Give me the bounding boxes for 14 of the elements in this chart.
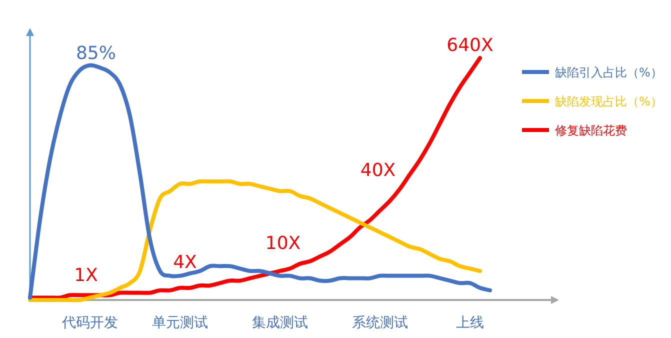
legend-label: 缺陷发现占比（%） — [555, 94, 662, 108]
text: 640X — [446, 35, 494, 56]
x-tick-label: 单元测试 — [152, 315, 208, 331]
x-tick-label: 集成测试 — [252, 315, 308, 331]
annotation: 4X — [173, 252, 197, 273]
annotation: 10X — [265, 233, 301, 254]
annotation: 40X — [360, 160, 396, 181]
x-tick-label: 系统测试 — [352, 315, 408, 331]
legend-label: 修复缺陷花费 — [555, 124, 627, 138]
annotation: 1X — [74, 265, 98, 286]
x-tick-label: 上线 — [456, 315, 484, 331]
x-tick-label: 代码开发 — [61, 315, 118, 331]
annotation: 85% — [76, 43, 116, 64]
legend-label: 缺陷引入占比（%） — [555, 66, 662, 80]
